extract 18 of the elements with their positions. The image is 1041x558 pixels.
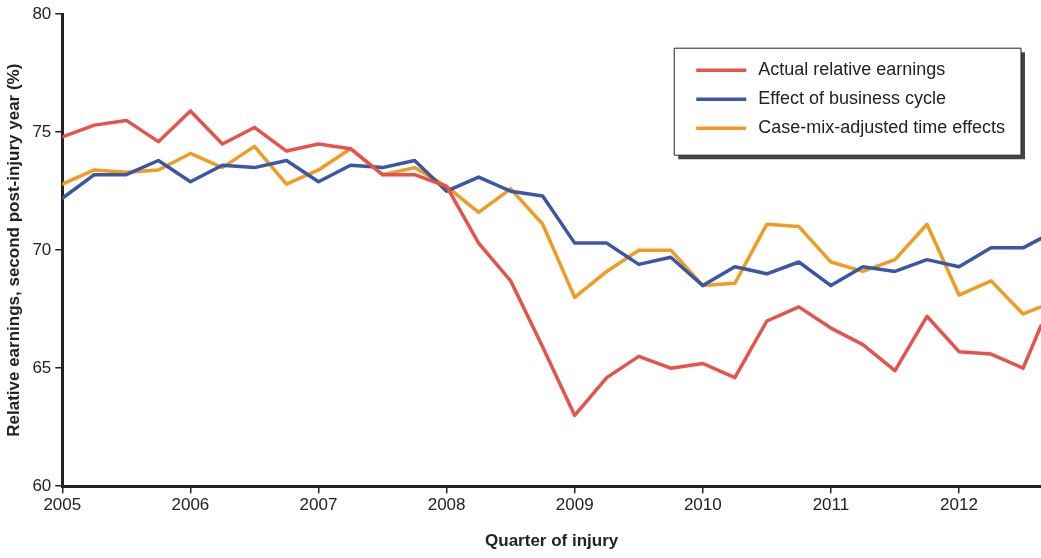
x-axis-title: Quarter of injury	[485, 531, 619, 551]
x-tick-label: 2012	[940, 495, 978, 515]
x-tick-label: 2010	[683, 495, 722, 515]
x-tick-label: 2008	[427, 495, 466, 515]
x-tick-label: 2005	[43, 495, 82, 515]
legend-label: Actual relative earnings	[758, 59, 946, 80]
y-tick-label: 70	[32, 239, 52, 259]
legend-label: Case-mix-adjusted time effects	[758, 117, 1005, 138]
y-tick-label: 75	[32, 121, 52, 141]
x-tick-label: 2006	[171, 495, 210, 515]
y-tick-label: 80	[32, 3, 52, 23]
y-tick-label: 65	[32, 357, 52, 377]
x-tick-label: 2011	[812, 495, 850, 515]
y-axis-title: Relative earnings, second post-injury year (%)	[3, 63, 23, 437]
x-tick-label: 2009	[555, 495, 594, 515]
x-tick-label: 2007	[299, 495, 338, 515]
legend-label: Effect of business cycle	[758, 88, 946, 109]
y-tick-label: 60	[32, 475, 52, 495]
